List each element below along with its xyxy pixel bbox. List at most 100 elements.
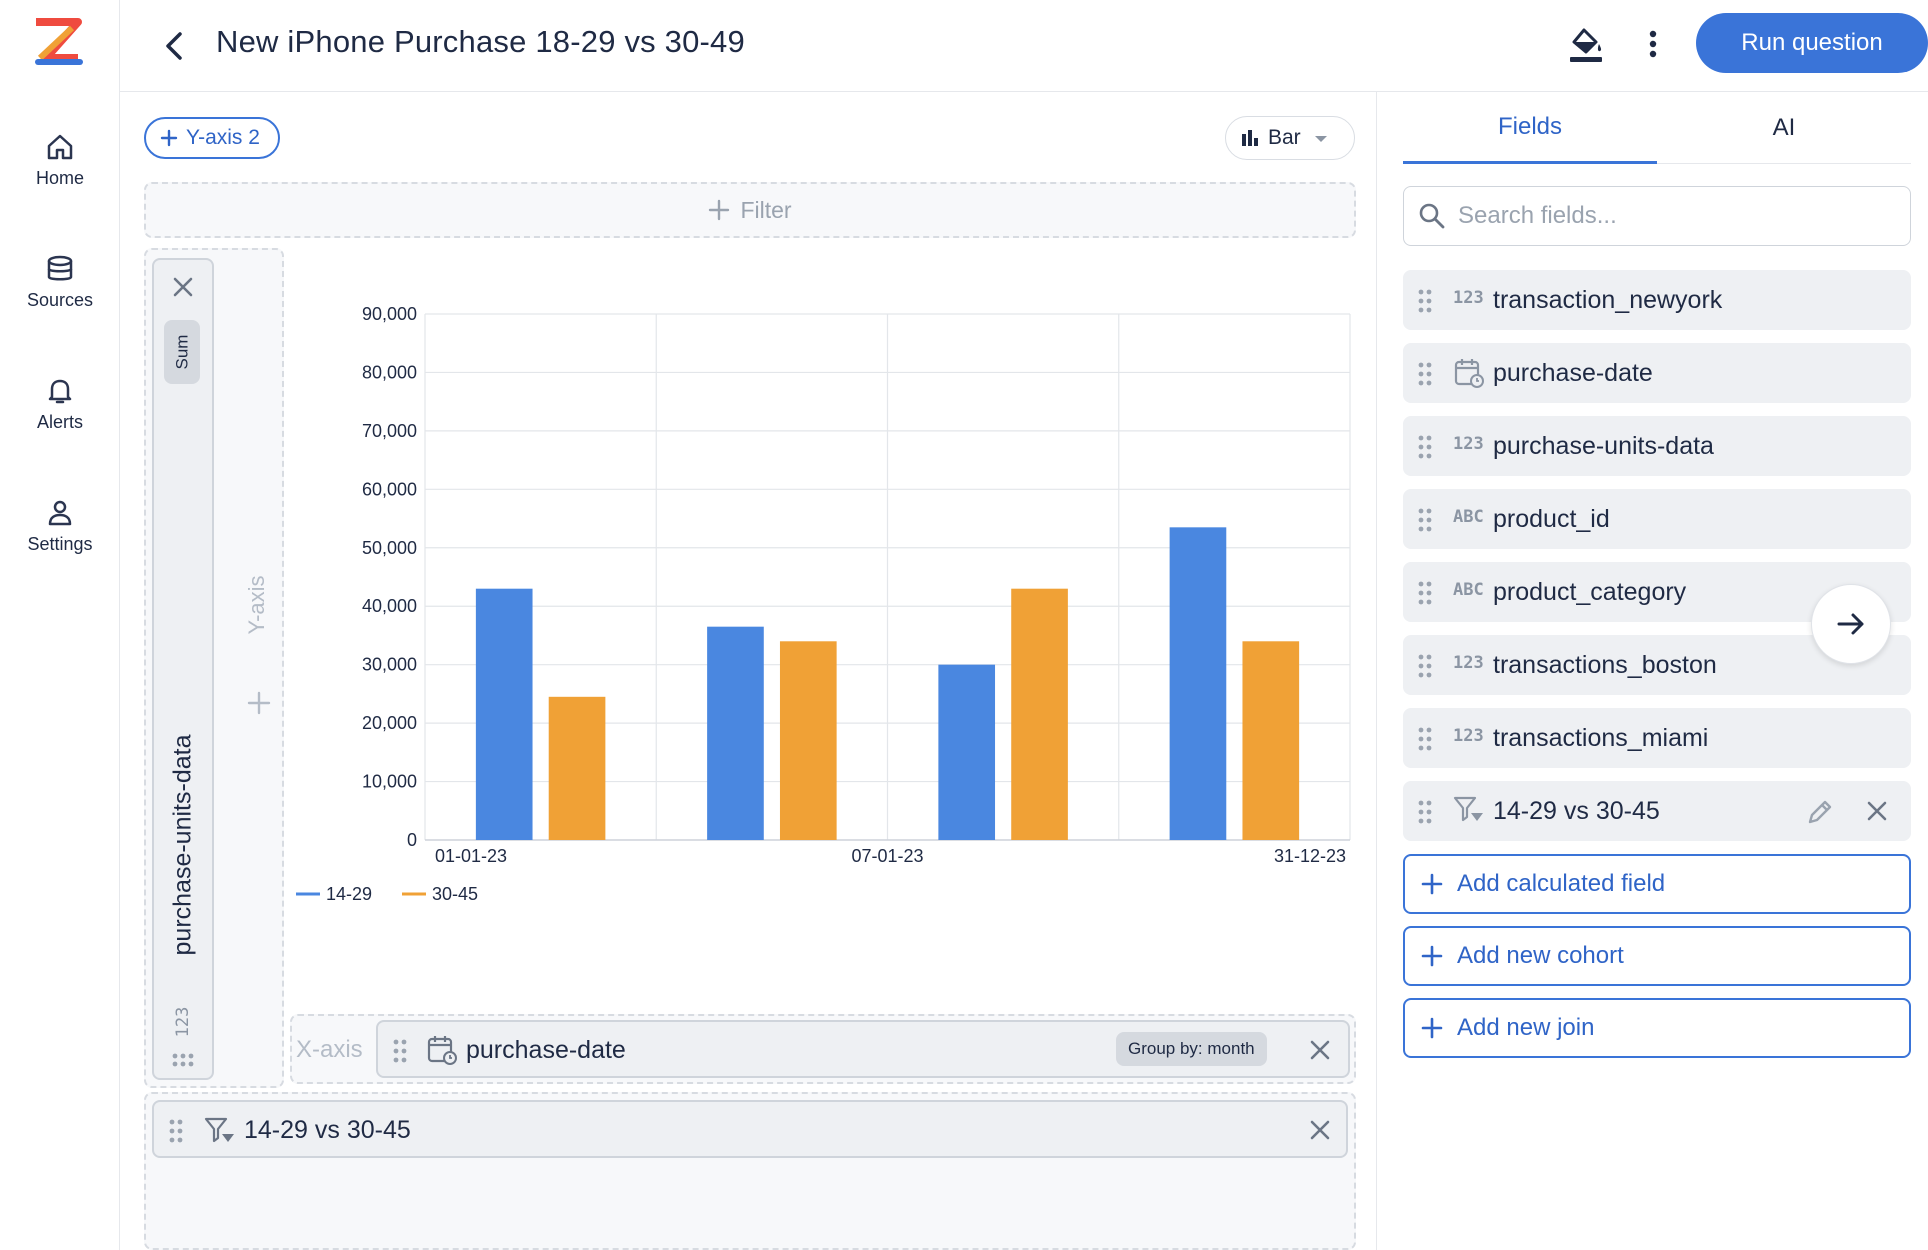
field-item[interactable]: 123 transaction_newyork	[1403, 270, 1911, 330]
sidebar-item-label: Home	[35, 168, 84, 188]
y-axis-dropzone[interactable]: Sum purchase-units-data 123 Y-axis	[144, 248, 284, 1088]
bar-30-45-Q1	[548, 696, 606, 840]
drag-handle-icon[interactable]	[1417, 288, 1433, 314]
add-y-axis-2-label: Y-axis 2	[186, 126, 260, 149]
drag-handle-icon[interactable]	[1417, 434, 1433, 460]
bar-14-29-Q4	[1169, 527, 1227, 840]
add-y-axis-2-button[interactable]: Y-axis 2	[144, 117, 280, 159]
edit-pencil-icon[interactable]	[1805, 797, 1835, 827]
close-icon[interactable]	[1865, 799, 1889, 823]
drag-handle-icon[interactable]	[1417, 799, 1433, 825]
plus-icon	[709, 199, 730, 221]
cohort-filter-icon	[1453, 796, 1483, 822]
plus-icon	[1421, 1017, 1443, 1039]
drag-handle-icon[interactable]	[1417, 361, 1433, 387]
app-logo[interactable]	[32, 18, 84, 68]
drag-handle-icon[interactable]	[1417, 726, 1433, 752]
header: New iPhone Purchase 18-29 vs 30-49 Run q…	[120, 0, 1928, 92]
x-axis-field-card[interactable]: purchase-date Group by: month	[376, 1020, 1350, 1078]
paint-bucket-icon[interactable]	[1564, 22, 1608, 66]
query-builder: Y-axis 2 Bar Filter Sum purchase-units-d…	[120, 92, 1376, 1250]
calendar-icon	[427, 1036, 457, 1065]
collapse-panel-button[interactable]	[1811, 584, 1891, 664]
add-calculated-field-button[interactable]: Add calculated field	[1403, 854, 1911, 914]
close-icon[interactable]	[1308, 1038, 1332, 1062]
y-tick-label: 90,000	[362, 304, 417, 324]
sidebar-item-settings[interactable]: Settings	[0, 498, 120, 555]
sidebar-item-label: Alerts	[36, 412, 83, 432]
bar-30-45-Q2	[779, 641, 837, 840]
sidebar-item-label: Settings	[27, 534, 93, 554]
back-arrow-icon[interactable]	[156, 26, 196, 66]
tab-ai[interactable]: AI	[1772, 114, 1796, 141]
add-new-join-button[interactable]: Add new join	[1403, 998, 1911, 1058]
y-tick-label: 30,000	[362, 655, 417, 675]
cohort-field-card[interactable]: 14-29 vs 30-45	[152, 1100, 1348, 1158]
y-axis-field-name: purchase-units-data	[168, 734, 197, 956]
aggregation-badge[interactable]: Sum	[164, 320, 200, 384]
y-tick-label: 0	[407, 830, 417, 850]
sidebar-item-alerts[interactable]: Alerts	[0, 376, 120, 433]
drag-handle-icon[interactable]	[1417, 580, 1433, 606]
search-input[interactable]	[1458, 202, 1878, 230]
calendar-icon	[1454, 359, 1484, 388]
field-name: product_category	[1493, 578, 1687, 606]
y-axis-field-card[interactable]: Sum purchase-units-data 123	[152, 258, 214, 1080]
more-vertical-icon[interactable]	[1638, 22, 1668, 66]
close-icon[interactable]	[170, 274, 196, 300]
field-item[interactable]: purchase-date	[1403, 343, 1911, 403]
action-label: Add calculated field	[1457, 870, 1666, 897]
legend-label: 30-45	[432, 884, 478, 904]
action-label: Add new cohort	[1457, 942, 1624, 969]
numeric-type-icon: 123	[173, 1006, 193, 1038]
plus-icon	[160, 129, 178, 147]
plus-icon	[1421, 945, 1443, 967]
legend-label: 14-29	[326, 884, 372, 904]
numeric-type-icon: 123	[1453, 434, 1484, 454]
add-new-cohort-button[interactable]: Add new cohort	[1403, 926, 1911, 986]
bar-14-29-Q3	[938, 664, 996, 840]
bar-14-29-Q2	[707, 626, 764, 840]
plus-icon[interactable]	[244, 690, 274, 716]
fields-panel: Fields AI 123 transaction_newyork purchase…	[1376, 92, 1928, 1250]
sidebar-item-home[interactable]: Home	[0, 132, 120, 189]
sidebar: Home Sources Alerts Settings	[0, 0, 120, 1250]
run-question-button[interactable]: Run question	[1696, 13, 1928, 73]
drag-handle-icon[interactable]	[1417, 653, 1433, 679]
bell-icon	[48, 379, 72, 404]
cohort-dropzone[interactable]: 14-29 vs 30-45	[144, 1092, 1356, 1250]
text-type-icon: ABC	[1453, 580, 1484, 600]
sidebar-item-sources[interactable]: Sources	[0, 254, 120, 311]
group-by-badge[interactable]: Group by: month	[1116, 1032, 1267, 1066]
filter-dropzone[interactable]: Filter	[144, 182, 1356, 238]
drag-handle-icon[interactable]	[1417, 507, 1433, 533]
plus-icon	[1421, 873, 1443, 895]
drag-handle-icon[interactable]	[392, 1038, 408, 1064]
close-icon[interactable]	[1308, 1118, 1332, 1142]
bar-chart-icon	[1242, 130, 1258, 146]
x-tick-label: 31-12-23	[1274, 846, 1346, 866]
y-tick-label: 80,000	[362, 362, 417, 382]
field-item[interactable]: ABC product_id	[1403, 489, 1911, 549]
y-tick-label: 60,000	[362, 479, 417, 499]
drag-handle-icon[interactable]	[168, 1118, 184, 1144]
chart-type-select[interactable]: Bar	[1225, 116, 1355, 160]
field-name: 14-29 vs 30-45	[1493, 797, 1660, 825]
action-label: Add new join	[1457, 1014, 1595, 1041]
x-axis-dropzone[interactable]: X-axis purchase-date Group by: month	[290, 1014, 1356, 1084]
bar-30-45-Q3	[1011, 588, 1068, 840]
field-item[interactable]: 123 transactions_miami	[1403, 708, 1911, 768]
arrow-right-icon	[1837, 613, 1864, 635]
field-name: purchase-date	[1493, 359, 1653, 387]
x-tick-label: 01-01-23	[435, 846, 507, 866]
numeric-type-icon: 123	[1453, 653, 1484, 673]
tab-fields[interactable]: Fields	[1403, 92, 1657, 164]
field-name: product_id	[1493, 505, 1610, 533]
bar-30-45-Q4	[1242, 641, 1300, 840]
filter-label: Filter	[740, 196, 792, 223]
numeric-type-icon: 123	[1453, 288, 1484, 308]
drag-handle-icon[interactable]	[170, 1052, 200, 1068]
field-item[interactable]: 123 purchase-units-data	[1403, 416, 1911, 476]
search-icon	[1419, 203, 1445, 229]
field-item[interactable]: 14-29 vs 30-45	[1403, 781, 1911, 841]
